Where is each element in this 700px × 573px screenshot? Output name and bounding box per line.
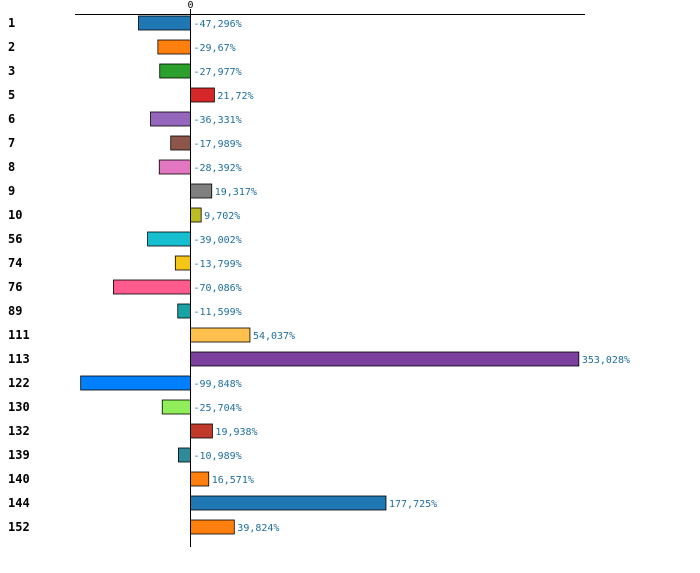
bar bbox=[190, 519, 235, 535]
bar bbox=[190, 471, 210, 487]
category-label: 89 bbox=[8, 304, 22, 318]
bar bbox=[190, 495, 387, 511]
category-label: 10 bbox=[8, 208, 22, 222]
value-label: 54,037% bbox=[253, 331, 295, 342]
value-label: 9,702% bbox=[204, 211, 240, 222]
bar bbox=[178, 447, 191, 463]
category-label: 7 bbox=[8, 136, 15, 150]
bar bbox=[113, 279, 191, 295]
value-label: 39,824% bbox=[237, 523, 279, 534]
value-label: -11,599% bbox=[194, 307, 242, 318]
bar bbox=[177, 303, 191, 319]
bar bbox=[174, 255, 191, 271]
bar bbox=[190, 183, 213, 199]
bar bbox=[190, 351, 580, 367]
category-label: 111 bbox=[8, 328, 30, 342]
category-label: 8 bbox=[8, 160, 15, 174]
bars-group: 1 -47,296% 2 -29,67% 3 -27,977% 5 21,72% 6 -36,33… bbox=[8, 15, 630, 535]
category-label: 113 bbox=[8, 352, 30, 366]
bar bbox=[190, 327, 251, 343]
category-label: 74 bbox=[8, 256, 22, 270]
category-label: 56 bbox=[8, 232, 22, 246]
category-label: 139 bbox=[8, 448, 30, 462]
value-label: -10,989% bbox=[194, 451, 242, 462]
zero-tick-label: 0 bbox=[187, 0, 193, 11]
value-label: -99,848% bbox=[194, 379, 242, 390]
category-label: 6 bbox=[8, 112, 15, 126]
value-label: 19,938% bbox=[215, 427, 257, 438]
value-label: 21,72% bbox=[217, 91, 253, 102]
category-label: 132 bbox=[8, 424, 30, 438]
bar bbox=[170, 135, 191, 151]
category-label: 140 bbox=[8, 472, 30, 486]
value-label: 177,725% bbox=[389, 499, 437, 510]
category-label: 1 bbox=[8, 16, 15, 30]
bar bbox=[157, 39, 191, 55]
category-label: 130 bbox=[8, 400, 30, 414]
value-label: -27,977% bbox=[194, 67, 242, 78]
category-label: 144 bbox=[8, 496, 30, 510]
bar bbox=[190, 207, 202, 223]
value-label: -25,704% bbox=[194, 403, 242, 414]
value-label: -47,296% bbox=[194, 19, 242, 30]
value-label: -13,799% bbox=[194, 259, 242, 270]
category-label: 3 bbox=[8, 64, 15, 78]
value-label: -39,002% bbox=[194, 235, 242, 246]
value-label: 353,028% bbox=[582, 355, 630, 366]
category-label: 2 bbox=[8, 40, 15, 54]
bar bbox=[161, 399, 191, 415]
value-label: -17,989% bbox=[194, 139, 242, 150]
bar bbox=[158, 159, 191, 175]
category-label: 152 bbox=[8, 520, 30, 534]
value-label: -36,331% bbox=[194, 115, 242, 126]
value-label: -28,392% bbox=[194, 163, 242, 174]
category-label: 9 bbox=[8, 184, 15, 198]
value-label: -29,67% bbox=[194, 43, 236, 54]
bar bbox=[147, 231, 191, 247]
bar bbox=[190, 87, 215, 103]
bar bbox=[159, 63, 191, 79]
category-label: 5 bbox=[8, 88, 15, 102]
value-label: 19,317% bbox=[215, 187, 257, 198]
value-label: -70,086% bbox=[194, 283, 242, 294]
bar bbox=[80, 375, 191, 391]
category-label: 76 bbox=[8, 280, 22, 294]
bar bbox=[190, 423, 213, 439]
value-label: 16,571% bbox=[212, 475, 254, 486]
bar bbox=[150, 111, 191, 127]
bar bbox=[138, 15, 191, 31]
category-label: 122 bbox=[8, 376, 30, 390]
